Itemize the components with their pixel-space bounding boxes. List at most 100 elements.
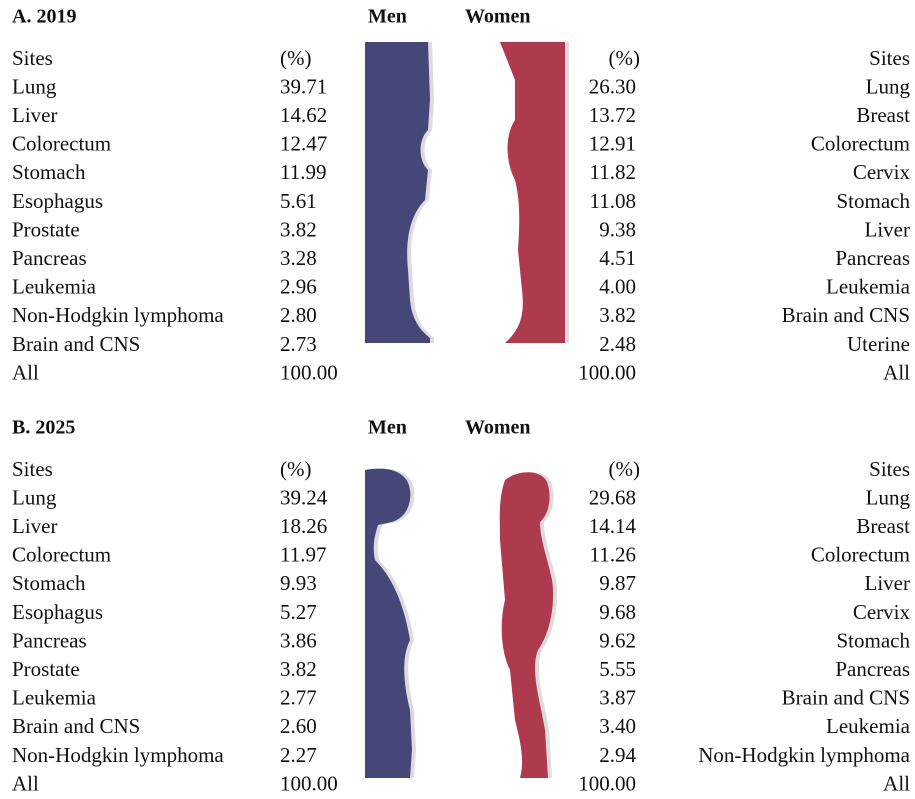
site-name: Pancreas [12,628,87,652]
site-name: Lung [866,74,911,98]
percent: 11.82 [590,160,636,184]
percent: 2.60 [280,714,317,738]
percent: 2.48 [599,332,636,356]
men-silhouette [365,42,430,343]
percent: 5.55 [599,657,636,681]
site-name: Breast [856,103,910,127]
site-name: Leukemia [826,714,911,738]
percent: 2.73 [280,332,317,356]
percent: 3.86 [280,628,317,652]
site-name: All [883,360,910,384]
percent: 11.97 [280,543,326,567]
site-name: Colorectum [811,132,910,156]
percent: 3.40 [599,714,636,738]
site-name: Esophagus [12,189,103,213]
percent: 2.80 [280,303,317,327]
site-name: Non-Hodgkin lymphoma [698,743,910,767]
site-name: All [12,360,39,384]
panel-title: B. 2025 [12,417,75,439]
percent: 11.08 [590,189,636,213]
site-name: Leukemia [12,275,97,299]
men-label: Men [368,417,407,439]
site-name: Liver [12,103,57,127]
percent: 9.62 [599,628,636,652]
header-pct: (%) [280,457,311,481]
site-name: Pancreas [835,246,910,270]
site-name: Cervix [853,160,911,184]
percent: 3.87 [599,686,636,710]
percent: 39.71 [280,74,327,98]
header-sites: Sites [12,46,53,70]
site-name: Stomach [837,628,911,652]
percent: 4.51 [599,246,636,270]
percent: 5.27 [280,600,317,624]
site-name: All [883,771,910,795]
site-name: Leukemia [12,686,97,710]
site-name: Leukemia [826,275,911,299]
site-name: Stomach [12,160,86,184]
site-name: Colorectum [811,543,910,567]
percent: 9.87 [599,571,636,595]
header-sites: Sites [12,457,53,481]
percent: 11.99 [280,160,326,184]
percent: 9.93 [280,571,317,595]
site-name: Pancreas [835,657,910,681]
percent: 100.00 [280,360,338,384]
percent: 11.26 [590,543,636,567]
site-name: Liver [865,217,910,241]
percent: 2.77 [280,686,317,710]
header-pct: (%) [609,46,640,70]
site-name: Lung [866,485,911,509]
site-name: Prostate [12,217,80,241]
site-name: Stomach [837,189,911,213]
percent: 26.30 [589,74,636,98]
percent: 18.26 [280,514,327,538]
site-name: Cervix [853,600,911,624]
percent: 2.96 [280,275,317,299]
silhouettes [365,42,569,778]
percent: 2.94 [599,743,636,767]
percent: 29.68 [589,485,636,509]
percent: 100.00 [280,771,338,795]
percent: 12.47 [280,132,327,156]
site-name: All [12,771,39,795]
site-name: Esophagus [12,600,103,624]
percent: 3.28 [280,246,317,270]
site-name: Colorectum [12,543,111,567]
percent: 3.82 [280,657,317,681]
percent: 100.00 [578,360,636,384]
percent: 14.62 [280,103,327,127]
panel-title: A. 2019 [12,6,76,28]
header-pct: (%) [280,46,311,70]
site-name: Liver [865,571,910,595]
percent: 5.61 [280,189,317,213]
header-sites: Sites [869,46,910,70]
percent: 2.27 [280,743,317,767]
women-silhouette [500,42,565,343]
site-name: Stomach [12,571,86,595]
percent: 12.91 [589,132,636,156]
percent: 9.38 [599,217,636,241]
site-name: Colorectum [12,132,111,156]
site-name: Lung [12,74,57,98]
site-name: Brain and CNS [782,303,910,327]
site-name: Non-Hodgkin lymphoma [12,303,224,327]
header-sites: Sites [869,457,910,481]
percent: 39.24 [280,485,328,509]
percent: 100.00 [578,771,636,795]
site-name: Liver [12,514,57,538]
header-pct: (%) [609,457,640,481]
figure: A. 2019MenWomenSites(%)(%)SitesLung39.71… [0,0,915,799]
percent: 3.82 [599,303,636,327]
site-name: Uterine [847,332,910,356]
site-name: Non-Hodgkin lymphoma [12,743,224,767]
site-name: Breast [856,514,910,538]
site-name: Prostate [12,657,80,681]
percent: 13.72 [589,103,636,127]
men-label: Men [368,6,407,28]
site-name: Pancreas [12,246,87,270]
percent: 9.68 [599,600,636,624]
site-name: Lung [12,485,57,509]
site-name: Brain and CNS [12,714,140,738]
percent: 14.14 [589,514,637,538]
